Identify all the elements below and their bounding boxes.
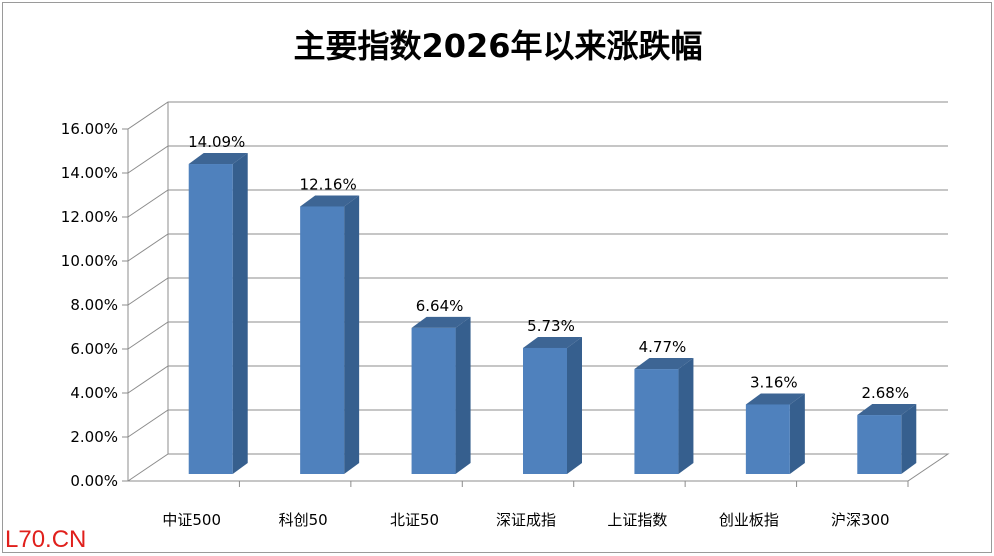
x-category-label: 北证50 — [390, 511, 439, 529]
y-tick-label: 2.00% — [70, 428, 118, 446]
data-labels: 14.09% 12.16% 6.64% 5.73% 4.77% 3.16% 2.68% — [188, 133, 909, 402]
bars — [188, 153, 917, 475]
bar-side — [344, 195, 360, 475]
bar — [745, 404, 790, 474]
data-label: 5.73% — [527, 317, 575, 335]
x-category-label: 深证成指 — [496, 511, 556, 529]
y-tick-label: 0.00% — [70, 472, 118, 490]
bar-top — [857, 404, 917, 416]
data-label: 6.64% — [416, 297, 464, 315]
chart-title: 主要指数2026年以来涨跌幅 — [293, 27, 702, 65]
gridline — [127, 277, 948, 306]
bar-side — [789, 393, 805, 474]
bar-top — [523, 336, 582, 348]
bar-chart: 主要指数2026年以来涨跌幅 0.00% 2.00% 4.00% 6.00% 8.00%… — [5, 27, 950, 553]
gridline — [127, 189, 948, 218]
bar-top — [188, 153, 248, 165]
y-tick-label: 8.00% — [70, 296, 118, 314]
bar — [634, 369, 679, 474]
bar-top — [745, 393, 805, 405]
data-label: 14.09% — [188, 133, 245, 151]
bar-top — [300, 195, 360, 207]
y-tick-label: 4.00% — [70, 384, 118, 402]
gridline — [127, 101, 948, 130]
bar-side — [232, 153, 248, 474]
y-tick-label: 6.00% — [70, 340, 118, 358]
y-tick-label: 14.00% — [61, 164, 118, 182]
gridline — [127, 233, 948, 262]
bar-side — [678, 358, 694, 474]
bar-top — [634, 358, 694, 370]
y-tick-label: 10.00% — [61, 252, 118, 270]
x-category-label: 中证500 — [162, 511, 221, 529]
axes: 0.00% 2.00% 4.00% 6.00% 8.00% 10.00% 12.00% 14.… — [61, 102, 950, 529]
bar — [523, 347, 567, 474]
data-label: 12.16% — [300, 175, 357, 193]
bar-side — [455, 316, 471, 474]
x-category-label: 沪深300 — [831, 511, 890, 529]
x-category-label: 科创50 — [279, 511, 328, 529]
data-label: 3.16% — [750, 373, 798, 391]
y-tick-label: 16.00% — [61, 120, 118, 138]
x-category-label: 上证指数 — [607, 511, 667, 529]
x-category-label: 创业板指 — [719, 511, 779, 529]
bar-side — [901, 404, 917, 474]
bar — [300, 206, 345, 475]
gridline — [127, 145, 948, 174]
data-label: 4.77% — [639, 338, 687, 356]
watermark-logo: L70.CN — [5, 526, 86, 552]
bar-top — [411, 316, 471, 328]
y-tick-label: 12.00% — [61, 208, 118, 226]
data-label: 2.68% — [861, 384, 909, 402]
bar — [857, 415, 902, 474]
bar — [188, 164, 233, 474]
bar-side — [567, 336, 582, 474]
bar — [411, 327, 456, 474]
